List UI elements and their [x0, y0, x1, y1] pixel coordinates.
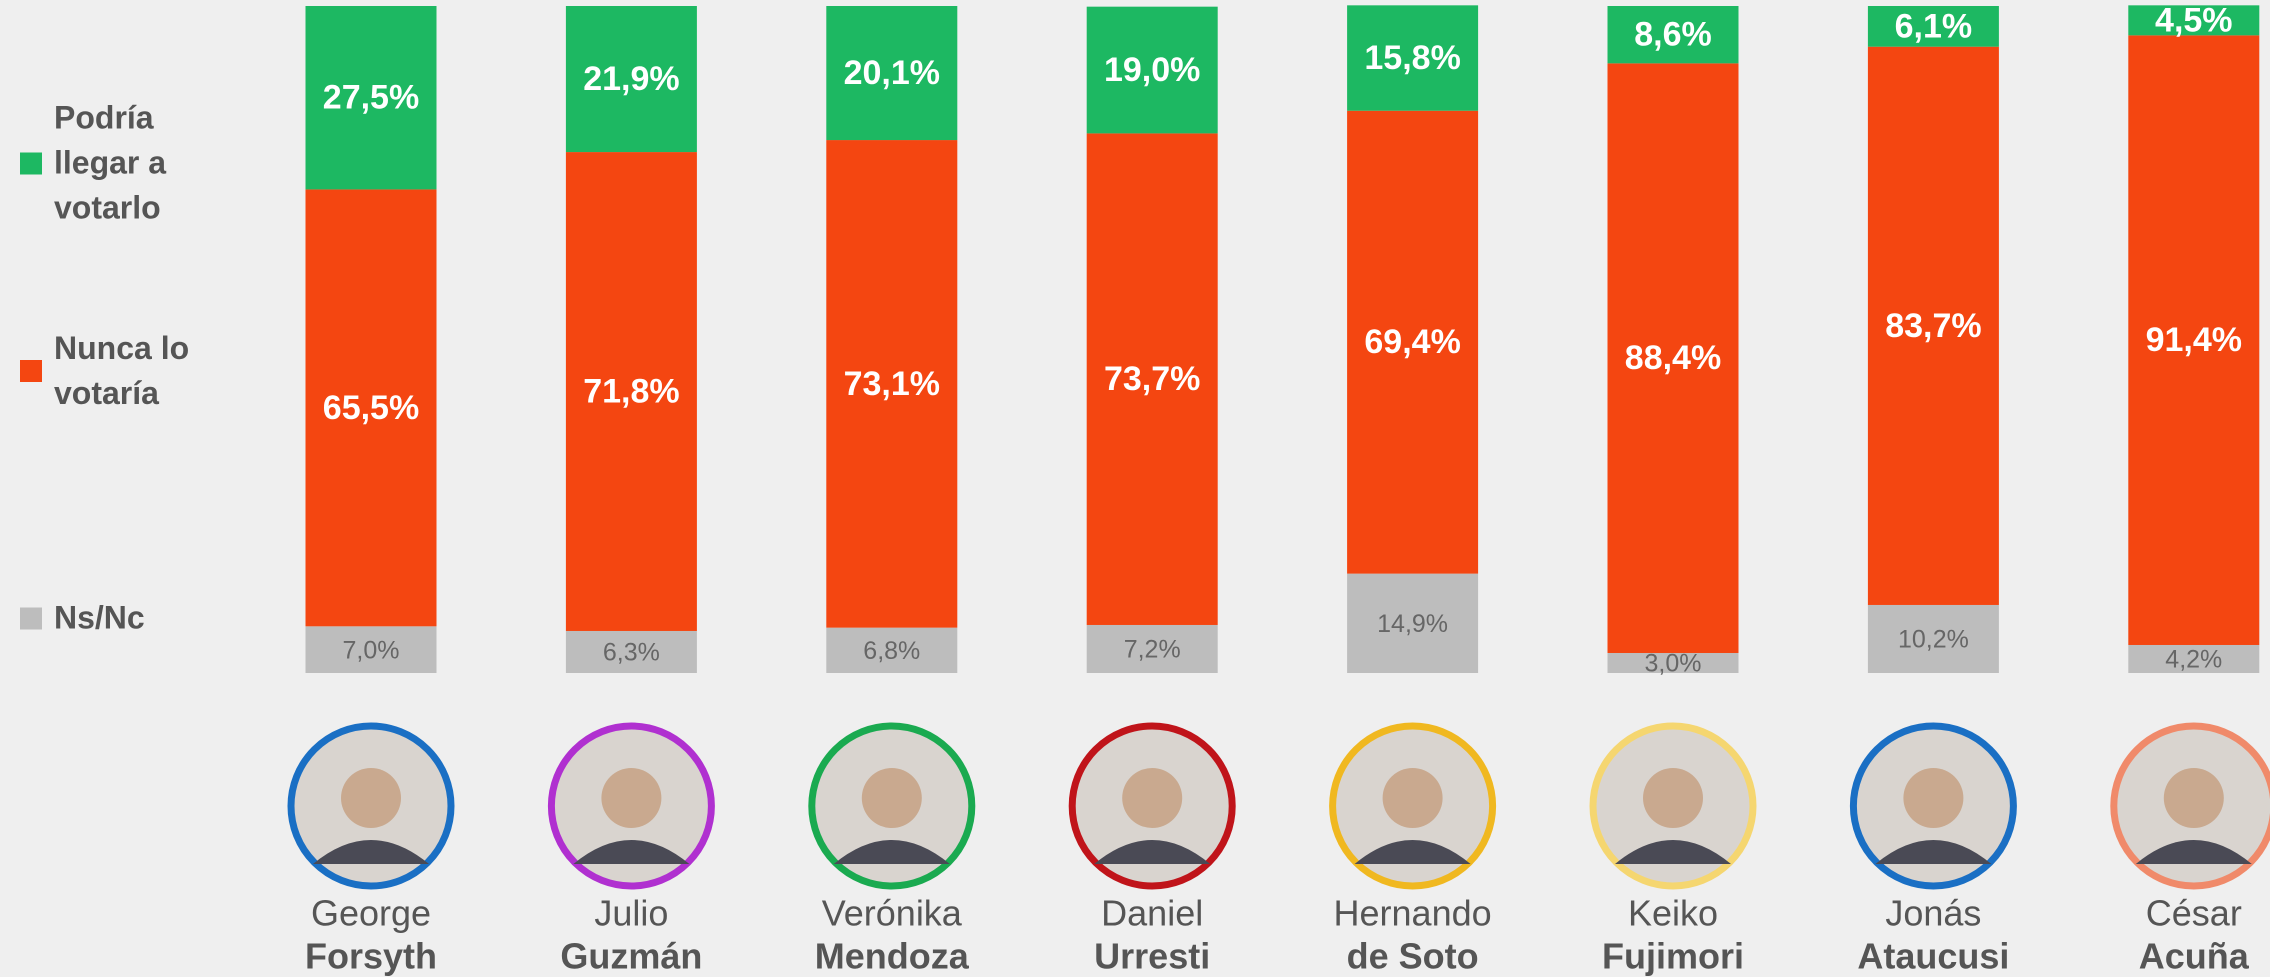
value-label: 71,8%: [583, 373, 679, 411]
value-label: 8,6%: [1634, 16, 1712, 54]
candidate-last-name: Ataucusi: [1857, 936, 2009, 977]
bar-segment: [1347, 573, 1479, 673]
value-label: 3,0%: [1645, 650, 1702, 678]
bar-segment: [305, 6, 437, 190]
bar-segment: [1086, 133, 1218, 625]
candidate-last-name: Fujimori: [1602, 936, 1744, 977]
photo-shoulders: [2135, 840, 2252, 864]
photo-shoulders: [1094, 840, 1211, 864]
candidate-first-name: Keiko: [1628, 893, 1718, 934]
bar-segment: [1347, 5, 1479, 111]
bar-segment: [2128, 5, 2260, 36]
candidate-last-name: de Soto: [1347, 936, 1479, 977]
bar-segment: [1867, 604, 1999, 673]
bar-segment: [826, 6, 958, 141]
bar-segment: [1086, 6, 1218, 134]
photo-face: [1643, 768, 1703, 828]
bar-segment: [565, 152, 697, 631]
bar-segment: [1867, 6, 1999, 47]
value-label: 6,8%: [863, 637, 920, 665]
bar-segment: [305, 626, 437, 673]
bar-segment: [2128, 644, 2260, 673]
candidate-first-name: Daniel: [1101, 893, 1203, 934]
value-label: 21,9%: [583, 60, 679, 98]
candidate-last-name: Mendoza: [815, 936, 970, 977]
candidate-last-name: Acuña: [2139, 936, 2250, 977]
legend-item: Podría llegar a votarlo: [20, 96, 214, 231]
photo-face: [1903, 768, 1964, 828]
bar-segment: [565, 6, 697, 153]
legend-item: Ns/Nc: [20, 596, 214, 641]
candidate-last-name: Urresti: [1094, 936, 1210, 977]
bar-segment: [305, 189, 437, 627]
bar-segment: [1347, 110, 1479, 574]
photo-face: [1382, 768, 1443, 828]
bar-segment: [1867, 46, 1999, 605]
photo-shoulders: [313, 840, 429, 864]
candidate-first-name: César: [2146, 893, 2242, 934]
legend-swatch: [20, 607, 42, 629]
bar-segment: [1607, 6, 1739, 64]
photo-face: [341, 768, 401, 828]
value-label: 6,3%: [603, 639, 660, 667]
value-label: 7,2%: [1124, 636, 1181, 664]
value-label: 15,8%: [1364, 39, 1460, 77]
legend-item: Nunca lo votaría: [20, 326, 214, 416]
candidate-last-name: Guzmán: [560, 936, 702, 977]
photo-shoulders: [1354, 840, 1471, 864]
candidate-first-name: Hernando: [1334, 893, 1492, 934]
value-label: 73,1%: [844, 365, 940, 403]
candidate-first-name: George: [311, 893, 431, 934]
bar-segment: [565, 630, 697, 673]
photo-face: [861, 768, 922, 828]
legend-swatch: [20, 360, 42, 382]
photo-shoulders: [573, 840, 690, 864]
candidate-first-name: Verónika: [822, 893, 963, 934]
candidate-last-name: Forsyth: [305, 936, 437, 977]
bar-segment: [1607, 652, 1739, 673]
photo-shoulders: [833, 840, 950, 864]
value-label: 10,2%: [1898, 626, 1969, 654]
value-label: 4,2%: [2165, 646, 2222, 674]
value-label: 88,4%: [1625, 339, 1721, 377]
bar-segment: [2128, 35, 2260, 645]
value-label: 73,7%: [1104, 360, 1200, 398]
candidate-first-name: Jonás: [1885, 893, 1981, 934]
value-label: 91,4%: [2146, 321, 2242, 359]
legend-swatch: [20, 152, 42, 174]
value-label: 14,9%: [1377, 610, 1448, 638]
value-label: 7,0%: [343, 636, 400, 664]
bar-segment: [826, 627, 958, 673]
value-label: 20,1%: [844, 54, 940, 92]
candidate-first-name: Julio: [594, 893, 668, 934]
legend-label: Nunca lo votaría: [54, 330, 190, 411]
bar-segment: [1607, 63, 1739, 653]
photo-face: [601, 768, 662, 828]
legend-label: Ns/Nc: [54, 599, 145, 636]
photo-shoulders: [1875, 840, 1992, 864]
bar-segment: [826, 140, 958, 628]
photo-face: [2163, 768, 2224, 828]
value-label: 4,5%: [2155, 1, 2233, 39]
value-label: 27,5%: [323, 79, 419, 117]
photo-face: [1122, 768, 1183, 828]
value-label: 19,0%: [1104, 51, 1200, 89]
legend-label: Podría llegar a votarlo: [54, 99, 167, 226]
bar-segment: [1086, 624, 1218, 673]
photo-shoulders: [1615, 840, 1731, 864]
value-label: 83,7%: [1885, 307, 1981, 345]
value-label: 6,1%: [1895, 7, 1973, 45]
value-label: 65,5%: [323, 389, 419, 427]
value-label: 69,4%: [1364, 323, 1460, 361]
